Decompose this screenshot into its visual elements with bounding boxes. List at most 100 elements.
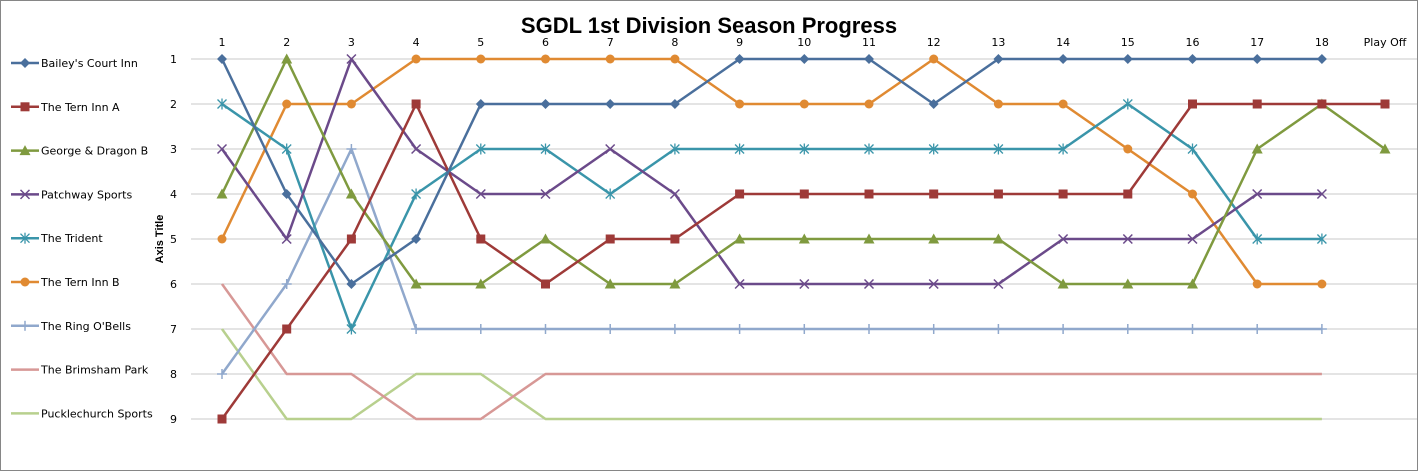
legend-item: The Ring O'Bells [11,320,131,333]
data-point [799,324,810,334]
data-point [217,414,227,424]
data-point [1122,278,1134,289]
series-line [220,57,1322,286]
legend-item: The Tern Inn A [11,101,120,114]
data-point [282,324,292,334]
series-line [220,147,1322,375]
legend-label: Patchway Sports [41,188,132,201]
x-tick-label: 6 [542,36,549,49]
data-point [540,324,551,334]
data-point [541,279,550,289]
data-point [281,189,292,199]
data-point [1058,189,1068,199]
data-point [20,320,30,331]
x-tick-label: 5 [477,36,484,49]
data-point [1316,188,1327,200]
series-line [221,102,1322,331]
series-line [220,57,1322,286]
data-point [540,188,551,200]
data-point [346,323,357,335]
data-point [217,54,227,64]
x-tick-label: 4 [413,36,420,49]
data-point [864,99,874,109]
data-point [1058,233,1069,245]
data-point [1123,144,1133,154]
series-line [220,328,1322,421]
y-tick-label: 3 [170,143,177,156]
y-tick-label: 6 [170,278,177,291]
data-point [735,189,745,199]
data-point [993,189,1003,199]
data-point [410,278,422,289]
data-point [1380,99,1390,109]
x-tick-label: 18 [1315,36,1329,49]
data-point [1252,324,1263,334]
data-point [216,143,228,155]
y-tick-label: 2 [170,98,177,111]
x-tick-label: 9 [736,36,743,49]
data-point [346,234,356,244]
data-point [475,143,486,155]
data-point [799,189,809,199]
series-line [220,57,1386,286]
data-point [281,143,292,155]
y-axis-tick-labels: 1 2 3 4 5 6 7 8 9 [170,53,177,426]
data-point [345,188,357,199]
data-point [605,54,615,64]
data-point [864,189,874,199]
legend-label: Pucklechurch Sports [41,407,153,420]
data-point [476,234,486,244]
data-point [734,278,745,290]
data-point [411,54,421,64]
legend-label: Bailey's Court Inn [41,57,138,70]
data-point [864,324,874,334]
data-point [217,369,227,379]
data-point [605,188,616,200]
data-point [799,54,810,64]
data-point [411,188,422,200]
legend-item: The Trident [11,232,103,245]
data-point [928,233,940,244]
series-line [220,57,1322,286]
data-point [1379,143,1391,154]
data-point [993,324,1004,334]
data-point [1187,324,1198,334]
data-point [217,234,227,244]
data-point [798,233,810,244]
data-point [281,279,292,289]
data-point [1122,324,1133,334]
data-point [928,278,939,290]
legend-label: The Ring O'Bells [40,320,131,333]
data-point [669,324,680,334]
series-6 [217,144,1327,379]
data-point [475,188,486,200]
data-point [605,324,616,334]
data-point [1058,99,1068,109]
data-point [993,54,1004,64]
data-point [734,54,745,64]
x-tick-label: 3 [348,36,355,49]
data-point [1252,279,1262,289]
data-point [799,278,810,290]
data-point [1122,233,1133,245]
series-1 [217,99,1390,424]
data-point [20,232,30,244]
series-2 [216,53,1391,289]
legend: Bailey's Court Inn The Tern Inn A George &… [11,57,153,420]
data-point [281,233,292,245]
data-point [346,144,357,154]
data-point [605,143,616,155]
x-tick-label: 16 [1186,36,1200,49]
data-point [19,145,31,156]
data-point [799,99,809,109]
x-tick-label: 13 [991,36,1005,49]
legend-label: The Tern Inn A [40,101,120,114]
y-axis-title: Axis Title [154,215,166,264]
data-point [216,188,228,199]
data-point [20,277,30,287]
data-point [928,324,939,334]
series-4 [217,98,1327,335]
y-tick-label: 7 [170,323,177,336]
